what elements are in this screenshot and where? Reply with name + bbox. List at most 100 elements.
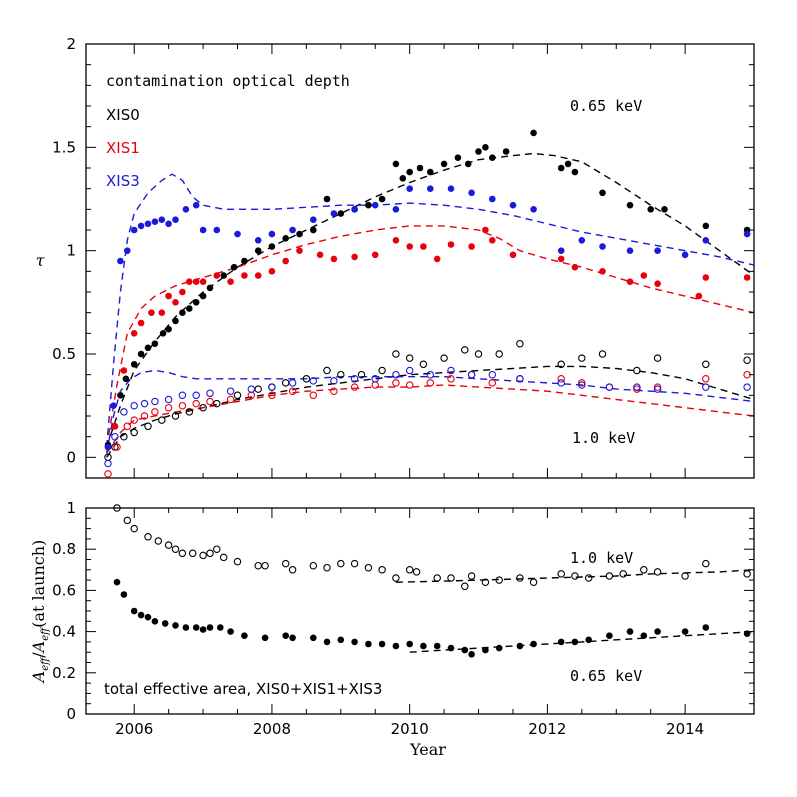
- bot-point-1-0-kev-4: [154, 537, 163, 545]
- top-point-xis0-0-65-kev-6: [144, 344, 152, 352]
- bot-point-1-0-kev-36: [571, 572, 579, 580]
- top-point-xis1-1-0-kev-17: [371, 381, 379, 389]
- top-point-xis1-0-65-kev-39: [695, 292, 703, 300]
- bot-point-1-0-kev-1: [123, 516, 132, 525]
- bot-point-1-0-kev-14: [254, 561, 262, 570]
- top-point-xis0-0-65-kev-8: [159, 330, 167, 337]
- top-point-xis0-1-0-kev-3: [130, 428, 138, 437]
- top-point-xis1-0-65-kev-15: [241, 272, 248, 279]
- top-point-xis0-1-0-kev-21: [419, 360, 428, 369]
- top-point-xis0-0-65-kev-28: [378, 195, 386, 203]
- bot-point-1-0-kev-7: [178, 549, 187, 558]
- top-point-xis1-1-0-kev-19: [405, 381, 414, 389]
- top-point-xis3-1-0-kev-11: [247, 385, 256, 393]
- bot-point-1-0-kev-33: [516, 574, 524, 582]
- top-point-xis3-1-0-kev-3: [130, 401, 138, 410]
- top-ticks: [86, 43, 754, 479]
- top-point-xis0-1-0-kev-13: [281, 379, 290, 387]
- top-panel: 00.511.52 τ contamination optical depth …: [36, 35, 755, 479]
- bot-ytick-label-3: 0.6: [52, 581, 76, 599]
- top-point-xis1-1-0-kev-14: [309, 391, 318, 400]
- top-point-xis0-0-65-kev-24: [323, 195, 331, 203]
- top-point-xis1-1-0-kev-18: [392, 379, 400, 387]
- top-point-xis0-0-65-kev-4: [130, 361, 138, 368]
- bot-point-1-0-kev-8: [188, 549, 197, 558]
- top-point-xis0-1-0-kev-17: [357, 370, 366, 379]
- top-point-xis0-0-65-kev-36: [464, 160, 472, 168]
- bot-point-1-0-kev-16: [281, 559, 290, 568]
- top-point-xis0-1-0-kev-31: [653, 354, 662, 362]
- top-point-xis1-0-65-kev-41: [743, 274, 751, 281]
- top-fit-xis1-0-65-kev-model: [106, 225, 755, 448]
- bot-ytick-label-1: 0.2: [52, 664, 76, 682]
- top-point-xis1-0-65-kev-16: [254, 272, 262, 279]
- top-point-xis3-0-65-kev-38: [743, 230, 751, 238]
- top-point-xis1-1-0-kev-28: [633, 385, 641, 393]
- annotation-title: contamination optical depth: [106, 72, 350, 90]
- bot-point-1-0-kev-41: [653, 568, 662, 576]
- bot-fit-0-65-kev-trend: [409, 630, 755, 653]
- bot-point-0-65-kev-12: [217, 624, 224, 631]
- top-point-xis0-0-65-kev-2: [117, 392, 124, 399]
- top-point-xis0-1-0-kev-16: [337, 370, 345, 379]
- bot-point-0-65-kev-36: [571, 638, 579, 646]
- top-point-xis3-1-0-kev-21: [447, 366, 455, 375]
- top-point-xis3-1-0-kev-1: [111, 432, 119, 441]
- bot-point-1-0-kev-32: [495, 576, 503, 584]
- top-point-xis1-1-0-kev-2: [123, 422, 132, 431]
- top-point-xis1-1-0-kev-10: [226, 395, 235, 404]
- top-point-xis3-1-0-kev-4: [140, 399, 149, 408]
- top-point-xis3-0-65-kev-20: [330, 210, 338, 217]
- top-fit-xis3-0-65-kev-model: [106, 173, 755, 448]
- bot-point-1-0-kev-38: [605, 572, 614, 580]
- top-point-xis3-0-65-kev-5: [137, 222, 145, 230]
- top-point-xis0-0-65-kev-21: [282, 235, 290, 242]
- top-fit-xis0-0-65-kev-model: [106, 152, 755, 448]
- top-point-xis0-1-0-kev-1: [111, 443, 119, 451]
- bot-fit-1-0-kev-trend: [395, 569, 755, 583]
- top-point-xis1-0-65-kev-17: [268, 268, 276, 275]
- top-point-xis3-1-0-kev-14: [309, 377, 318, 385]
- top-point-xis0-1-0-kev-27: [557, 360, 565, 369]
- top-point-xis3-1-0-kev-15: [330, 377, 338, 385]
- top-point-xis0-1-0-kev-15: [323, 366, 331, 375]
- top-point-xis3-0-65-kev-23: [392, 206, 400, 213]
- top-point-xis3-0-65-kev-27: [468, 189, 475, 197]
- top-point-xis3-0-65-kev-29: [509, 201, 517, 209]
- top-point-xis1-0-65-kev-3: [130, 330, 138, 337]
- top-point-xis1-0-65-kev-40: [702, 274, 710, 281]
- top-point-xis3-1-0-kev-8: [192, 391, 200, 400]
- top-point-xis3-0-65-kev-31: [557, 247, 565, 254]
- bot-point-0-65-kev-17: [289, 634, 296, 642]
- bot-point-0-65-kev-18: [310, 634, 317, 642]
- xtick-label-2008: 2008: [253, 720, 291, 738]
- top-point-xis1-0-65-kev-31: [489, 237, 496, 244]
- bot-point-1-0-kev-20: [337, 559, 345, 568]
- bot-point-1-0-kev-43: [702, 559, 710, 568]
- bot-point-1-0-kev-0: [113, 504, 121, 512]
- bottom-y-axis-label: Aeff/Aeff(at launch): [29, 540, 51, 685]
- top-point-xis3-0-65-kev-32: [578, 237, 586, 244]
- top-point-xis0-0-65-kev-13: [192, 299, 200, 306]
- top-point-xis1-0-65-kev-14: [227, 278, 234, 286]
- top-point-xis1-0-65-kev-7: [165, 292, 172, 300]
- top-point-xis1-0-65-kev-6: [158, 309, 166, 317]
- top-point-xis0-0-65-kev-17: [230, 263, 238, 271]
- bot-point-1-0-kev-2: [130, 524, 138, 533]
- top-point-xis1-0-65-kev-12: [199, 278, 207, 286]
- top-point-xis1-0-65-kev-8: [172, 299, 179, 306]
- top-y-axis-label: τ: [36, 251, 46, 270]
- top-point-xis1-0-65-kev-25: [406, 243, 414, 250]
- bot-point-0-65-kev-9: [192, 624, 200, 631]
- top-point-xis0-0-65-kev-35: [454, 154, 462, 161]
- top-point-xis3-1-0-kev-2: [120, 408, 128, 416]
- top-point-xis3-0-65-kev-35: [654, 247, 661, 254]
- bot-point-0-65-kev-7: [172, 622, 179, 629]
- top-point-xis0-0-65-kev-48: [661, 206, 668, 213]
- bot-point-0-65-kev-38: [606, 632, 613, 639]
- bot-point-1-0-kev-10: [206, 549, 214, 558]
- top-point-xis0-0-65-kev-44: [571, 168, 579, 176]
- top-point-xis3-1-0-kev-7: [178, 391, 187, 400]
- top-point-xis1-0-65-kev-38: [654, 280, 661, 288]
- top-point-xis0-0-65-kev-37: [475, 148, 482, 155]
